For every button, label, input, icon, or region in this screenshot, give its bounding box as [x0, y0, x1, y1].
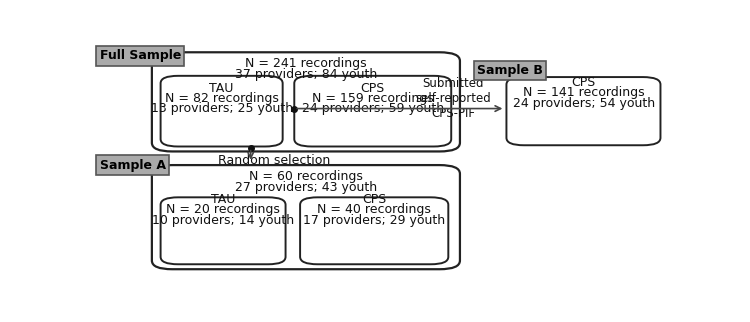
Text: Submitted
self-reported
CPS-PIF: Submitted self-reported CPS-PIF — [415, 77, 491, 120]
Text: 10 providers; 14 youth: 10 providers; 14 youth — [152, 213, 294, 227]
FancyBboxPatch shape — [294, 76, 452, 147]
Text: Full Sample: Full Sample — [100, 50, 181, 62]
FancyBboxPatch shape — [152, 52, 460, 151]
Text: TAU: TAU — [209, 82, 234, 95]
Text: N = 40 recordings: N = 40 recordings — [317, 203, 430, 216]
FancyBboxPatch shape — [160, 76, 283, 147]
Text: Sample B: Sample B — [477, 64, 543, 77]
FancyBboxPatch shape — [506, 77, 661, 145]
Text: 13 providers; 25 youth: 13 providers; 25 youth — [151, 101, 292, 115]
Text: 17 providers; 29 youth: 17 providers; 29 youth — [303, 213, 445, 227]
Text: N = 82 recordings: N = 82 recordings — [165, 92, 278, 105]
Text: CPS: CPS — [572, 76, 596, 89]
Text: TAU: TAU — [211, 193, 235, 206]
Text: CPS: CPS — [361, 82, 385, 95]
Text: Random selection: Random selection — [217, 154, 330, 166]
Text: N = 20 recordings: N = 20 recordings — [166, 203, 280, 216]
Text: N = 241 recordings: N = 241 recordings — [245, 57, 367, 70]
Text: N = 141 recordings: N = 141 recordings — [523, 86, 644, 99]
Text: 24 providers; 59 youth: 24 providers; 59 youth — [302, 101, 444, 115]
Text: N = 60 recordings: N = 60 recordings — [249, 170, 363, 183]
Text: 24 providers; 54 youth: 24 providers; 54 youth — [513, 97, 655, 109]
Text: 27 providers; 43 youth: 27 providers; 43 youth — [235, 181, 377, 194]
FancyBboxPatch shape — [300, 197, 448, 264]
Text: N = 159 recordings: N = 159 recordings — [312, 92, 434, 105]
Text: 37 providers; 84 youth: 37 providers; 84 youth — [235, 68, 377, 81]
Text: CPS: CPS — [362, 193, 386, 206]
Text: Sample A: Sample A — [100, 159, 166, 172]
FancyBboxPatch shape — [160, 197, 286, 264]
FancyBboxPatch shape — [152, 165, 460, 269]
